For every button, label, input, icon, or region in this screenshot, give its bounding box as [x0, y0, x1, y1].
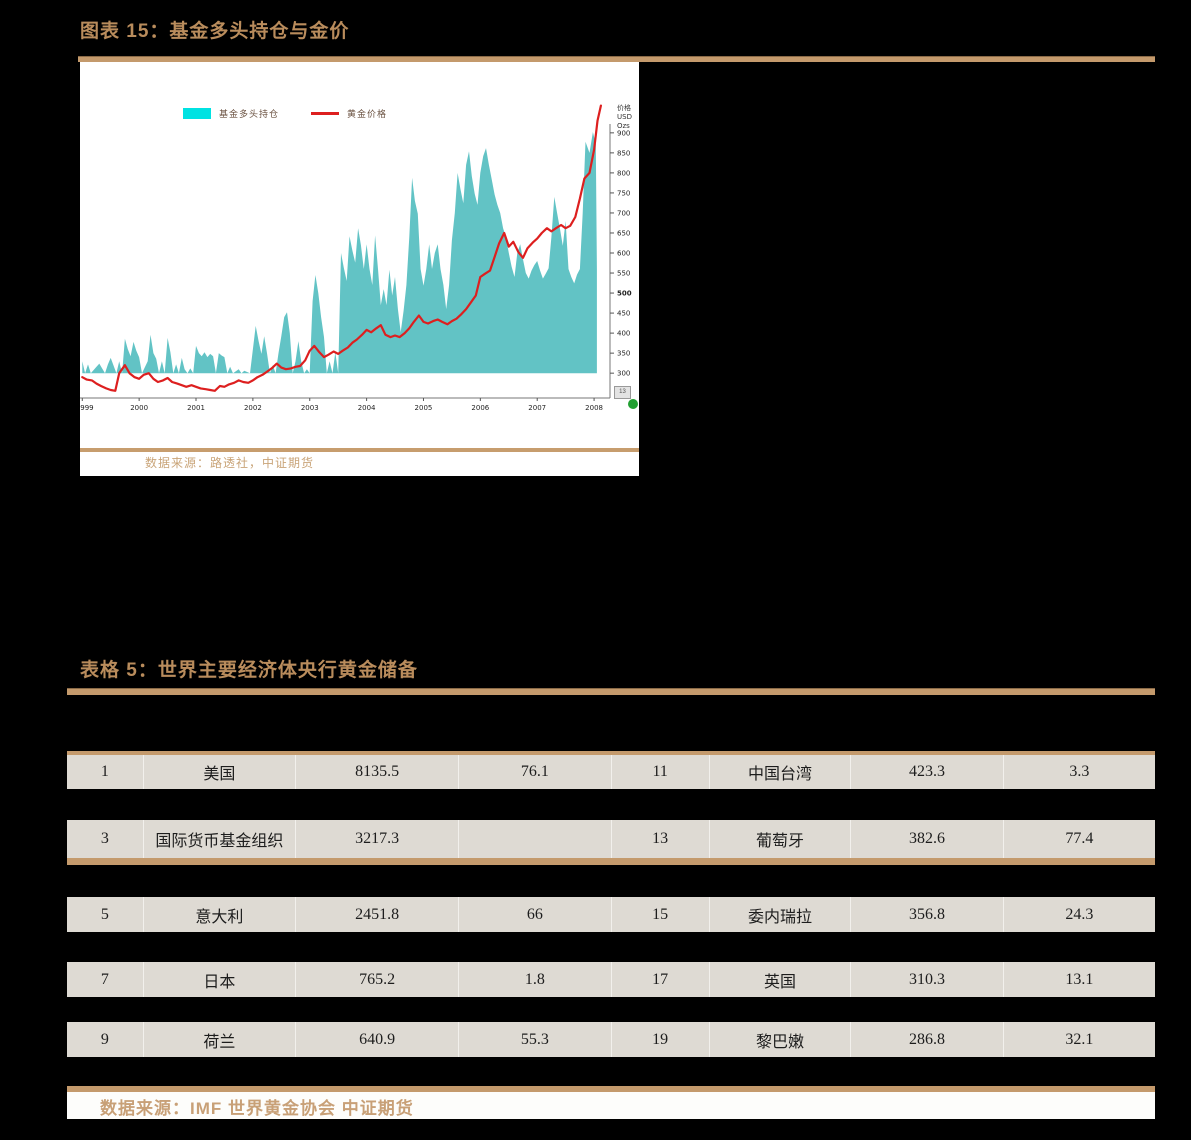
- table-cell: 2451.8: [295, 897, 458, 932]
- svg-text:850: 850: [617, 149, 630, 157]
- table-cell: 3.3: [1002, 755, 1155, 789]
- svg-text:2001: 2001: [187, 404, 205, 412]
- svg-text:450: 450: [617, 310, 630, 318]
- svg-text:价格: 价格: [617, 103, 631, 112]
- table-cell: 77.4: [1002, 820, 1155, 858]
- table-cell: 国际货币基金组织: [142, 820, 295, 858]
- table-cell: 24.3: [1002, 897, 1155, 932]
- svg-text:USD: USD: [617, 113, 632, 121]
- chart-source-rule: [80, 448, 639, 452]
- svg-text:2005: 2005: [415, 404, 433, 412]
- svg-text:300: 300: [617, 370, 630, 378]
- line-legend-label: 黄金价格: [347, 108, 388, 119]
- svg-text:2003: 2003: [301, 404, 319, 412]
- table-cell: 意大利: [142, 897, 295, 932]
- table-cell: 荷兰: [142, 1022, 295, 1057]
- table-cell: 中国台湾: [708, 755, 851, 789]
- table-cell: 葡萄牙: [708, 820, 851, 858]
- table-cell: 13.1: [1002, 962, 1155, 997]
- table-cell: 1.8: [458, 962, 610, 997]
- svg-text:700: 700: [617, 209, 630, 217]
- chart-legend: 基金多头持仓 黄金价格: [183, 106, 387, 120]
- table-cell: 11: [610, 755, 709, 789]
- svg-text:600: 600: [617, 250, 630, 258]
- table-cell: 15: [610, 897, 709, 932]
- svg-text:Ozs: Ozs: [617, 122, 630, 130]
- area-legend-label: 基金多头持仓: [219, 108, 280, 119]
- line-legend-swatch: [311, 111, 340, 115]
- area-legend-swatch: [183, 107, 211, 119]
- table-cell: 7: [100, 970, 109, 988]
- table-row: 1 美国 8135.5 76.1 11 中国台湾 423.3 3.3: [67, 751, 1155, 789]
- svg-text:2007: 2007: [528, 404, 546, 412]
- table-section-title: 表格 5：世界主要经济体央行黄金储备: [80, 660, 418, 681]
- chart-title-rule: [78, 56, 1155, 62]
- table-cell: 640.9: [295, 1022, 458, 1057]
- svg-text:800: 800: [617, 169, 630, 177]
- table-cell: 382.6: [850, 820, 1002, 858]
- gold-reserves-table: 1 美国 8135.5 76.1 11 中国台湾 423.3 3.3 3 国际货币基金组织 3217…: [67, 0, 1155, 1140]
- table-cell: 英国: [708, 962, 851, 997]
- svg-text:900: 900: [617, 129, 630, 137]
- svg-text:650: 650: [617, 229, 630, 237]
- svg-text:400: 400: [617, 330, 630, 338]
- table-cell: 76.1: [458, 755, 610, 789]
- table-cell: 日本: [142, 962, 295, 997]
- svg-text:2000: 2000: [130, 404, 148, 412]
- table-cell: 765.2: [295, 962, 458, 997]
- chart-source: 数据来源：路透社，中证期货: [145, 456, 315, 470]
- svg-text:550: 550: [617, 270, 630, 278]
- chart-section-title: 图表 15：基金多头持仓与金价: [80, 21, 350, 42]
- table-cell: 32.1: [1002, 1022, 1155, 1057]
- table-row: 3 国际货币基金组织 3217.3 13 葡萄牙 382.6 77.4: [67, 820, 1155, 865]
- table-cell: 3217.3: [295, 820, 458, 858]
- gold-chart-plot: 300 350 400 450 500 550 600 650 700 750 800 850 900 价…: [80, 103, 632, 412]
- svg-text:999: 999: [80, 404, 93, 412]
- table-cell: 55.3: [458, 1022, 610, 1057]
- svg-text:2006: 2006: [471, 404, 489, 412]
- table-cell: 1: [100, 763, 109, 780]
- table-cell: 19: [610, 1022, 709, 1057]
- table-cell: 委内瑞拉: [708, 897, 851, 932]
- table-row: 7 日本 765.2 1.8 17 英国 310.3 13.1: [67, 962, 1155, 997]
- svg-text:2004: 2004: [358, 404, 376, 412]
- svg-text:2008: 2008: [585, 404, 603, 412]
- table-cell: 310.3: [850, 962, 1002, 997]
- svg-text:350: 350: [617, 350, 630, 358]
- table-source: 数据来源：IMF 世界黄金协会 中证期货: [67, 1086, 1155, 1119]
- table-cell: 423.3: [850, 755, 1002, 789]
- table-cell: 8135.5: [295, 755, 458, 789]
- table-cell: 17: [610, 962, 709, 997]
- svg-text:500: 500: [617, 290, 632, 298]
- table-cell: 黎巴嫩: [708, 1022, 851, 1057]
- table-cell: 9: [100, 1030, 109, 1048]
- table-cell: 356.8: [850, 897, 1002, 932]
- table-cell: 3: [100, 830, 109, 847]
- table-row: 9 荷兰 640.9 55.3 19 黎巴嫩 286.8 32.1: [67, 1022, 1155, 1057]
- table-cell: [458, 820, 610, 858]
- svg-text:750: 750: [617, 189, 630, 197]
- table-row: 5 意大利 2451.8 66 15 委内瑞拉 356.8 24.3: [67, 897, 1155, 932]
- svg-text:2002: 2002: [244, 404, 262, 412]
- table-cell: 13: [610, 820, 709, 858]
- table-cell: 286.8: [850, 1022, 1002, 1057]
- table-cell: 5: [100, 905, 109, 923]
- table-cell: 66: [458, 897, 610, 932]
- chart-watermark-box: 13: [614, 386, 631, 399]
- table-cell: 美国: [142, 755, 295, 789]
- gold-chart: 基金多头持仓 黄金价格 300 350 400 450 500 550 600 650 700 7…: [80, 62, 639, 476]
- table-title-rule: [67, 688, 1155, 695]
- green-dot-icon: [628, 399, 638, 409]
